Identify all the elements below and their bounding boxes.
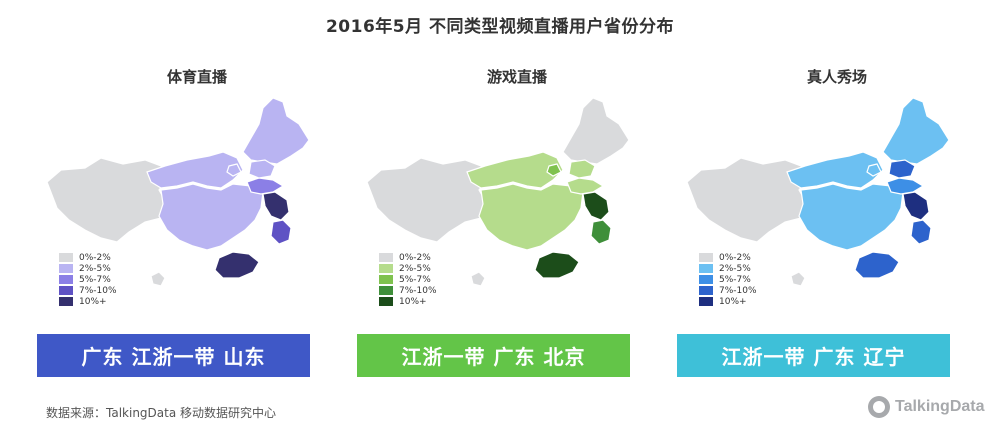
legend-label: 0%-2% [399,252,431,263]
legend-swatch [699,297,713,306]
region-liaoning [248,159,276,179]
region-shandong [886,177,925,195]
legend-label: 0%-2% [719,252,751,263]
region-jiangsu [902,191,930,221]
region-liaoning [568,159,596,179]
region-jiangsu [582,191,610,221]
legend-label: 7%-10% [79,285,117,296]
region-zhejiang [910,219,932,245]
region-beijing [866,163,882,177]
region-north [466,151,564,189]
legend-swatch [699,253,713,262]
region-northeast [882,97,950,165]
legend-swatch [379,275,393,284]
legend-swatch [59,264,73,273]
panel-gaming: 游戏直播 0%-2% 2%-5% 5%-7% 7%-10% 10%+ 江浙一带 广东 北… [357,0,677,432]
legend-swatch [699,286,713,295]
legend-swatch [379,264,393,273]
legend-swatch [59,297,73,306]
region-north [786,151,884,189]
legend-item: 7%-10% [379,285,437,296]
region-guangdong [534,251,580,279]
legend: 0%-2% 2%-5% 5%-7% 7%-10% 10%+ [699,252,757,307]
logo-icon [868,396,890,418]
talkingdata-logo: TalkingData [868,396,985,418]
page-title: 2016年5月 不同类型视频直播用户省份分布 [325,17,675,37]
china-map [686,97,950,287]
legend-swatch [59,253,73,262]
legend-swatch [379,253,393,262]
legend-item: 2%-5% [59,263,117,274]
legend: 0%-2% 2%-5% 5%-7% 7%-10% 10%+ [59,252,117,307]
legend-swatch [699,264,713,273]
legend-swatch [59,286,73,295]
banner-top-regions: 广东 江浙一带 山东 [37,334,310,377]
legend-label: 10%+ [719,296,747,307]
legend-item: 2%-5% [379,263,437,274]
panel-title: 体育直播 [166,68,227,86]
region-beijing [226,163,242,177]
panel-title: 真人秀场 [806,68,867,86]
legend-item: 10%+ [379,296,437,307]
legend-item: 0%-2% [699,252,757,263]
legend-label: 7%-10% [399,285,437,296]
region-central [478,183,584,251]
region-shandong [566,177,605,195]
region-jiangsu [262,191,290,221]
region-northeast [562,97,630,165]
region-liaoning [888,159,916,179]
legend-label: 2%-5% [79,263,111,274]
legend-swatch [379,297,393,306]
panel-title: 游戏直播 [486,68,547,86]
legend-item: 5%-7% [379,274,437,285]
legend-item: 7%-10% [699,285,757,296]
legend-label: 10%+ [399,296,427,307]
legend-label: 2%-5% [719,263,751,274]
legend-label: 5%-7% [399,274,431,285]
region-north [146,151,244,189]
legend-label: 5%-7% [719,274,751,285]
banner-top-regions: 江浙一带 广东 辽宁 [677,334,950,377]
legend-label: 10%+ [79,296,107,307]
legend-swatch [379,286,393,295]
legend-swatch [59,275,73,284]
china-map [46,97,310,287]
legend-item: 10%+ [59,296,117,307]
legend-item: 5%-7% [59,274,117,285]
region-guangdong [854,251,900,279]
legend: 0%-2% 2%-5% 5%-7% 7%-10% 10%+ [379,252,437,307]
panel-sports: 体育直播 0%-2% 2%-5% 5%-7% 7%-10% 10%+ 广东 江浙一带 山… [37,0,357,432]
source-note: 数据来源：TalkingData 移动数据研究中心 [46,406,277,420]
legend-item: 5%-7% [699,274,757,285]
legend-label: 5%-7% [79,274,111,285]
region-shandong [246,177,285,195]
legend-label: 7%-10% [719,285,757,296]
region-northeast [242,97,310,165]
legend-item: 0%-2% [379,252,437,263]
region-guangdong [214,251,260,279]
legend-label: 2%-5% [399,263,431,274]
logo-text: TalkingData [895,398,985,415]
banner-top-regions: 江浙一带 广东 北京 [357,334,630,377]
legend-label: 0%-2% [79,252,111,263]
region-central [798,183,904,251]
region-zhejiang [590,219,612,245]
region-zhejiang [270,219,292,245]
china-map [366,97,630,287]
legend-item: 10%+ [699,296,757,307]
region-beijing [546,163,562,177]
region-central [158,183,264,251]
legend-item: 7%-10% [59,285,117,296]
legend-item: 0%-2% [59,252,117,263]
panel-showroom: 真人秀场 0%-2% 2%-5% 5%-7% 7%-10% 10%+ 江浙一带 广东 辽… [677,0,997,432]
legend-item: 2%-5% [699,263,757,274]
legend-swatch [699,275,713,284]
